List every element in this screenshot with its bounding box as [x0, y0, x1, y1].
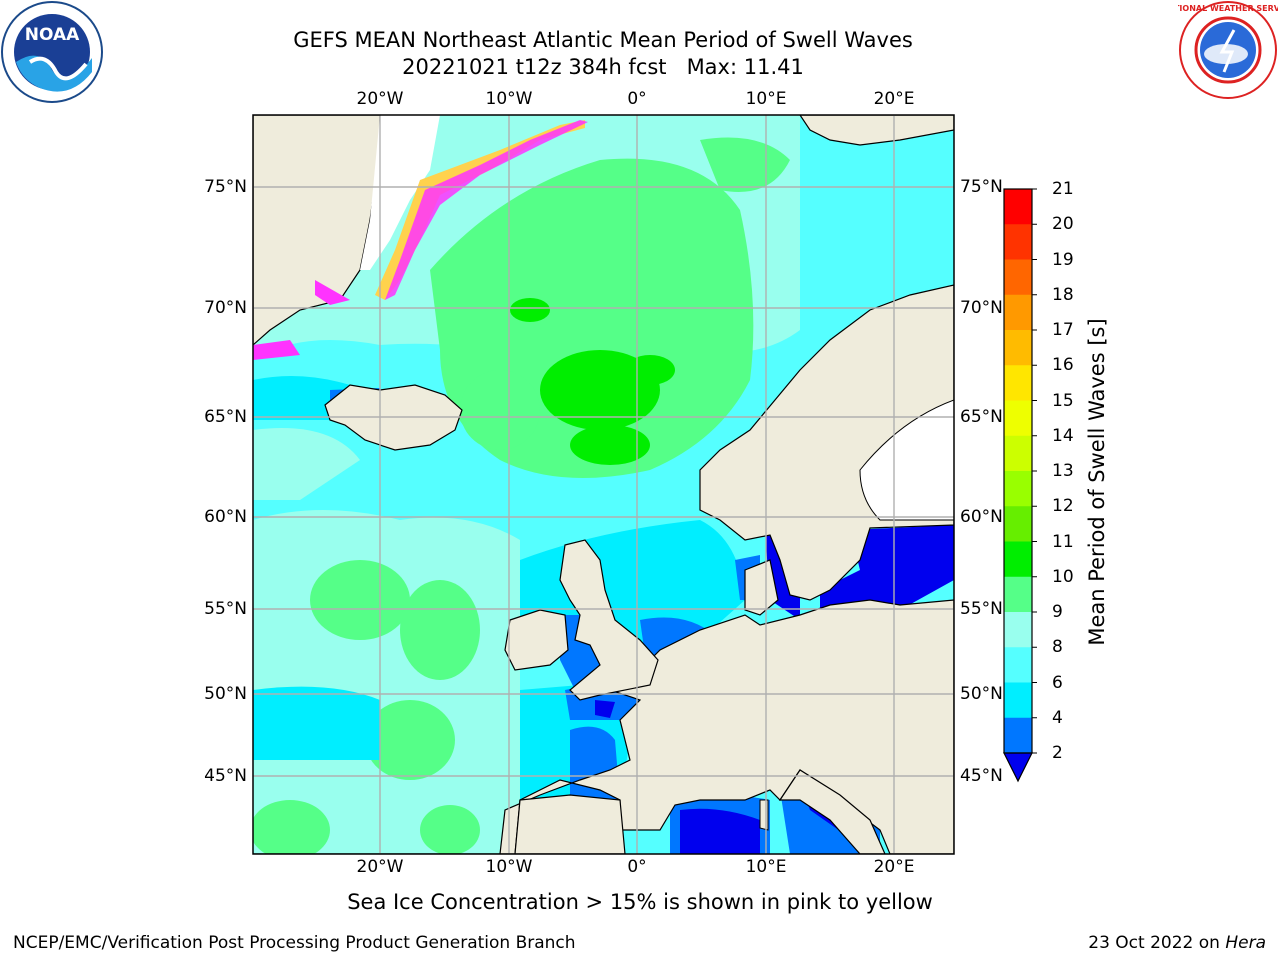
lat-tick-right: 60°N: [960, 507, 1003, 527]
colorbar-band: [1004, 541, 1032, 578]
colorbar-tick-label: 20: [1052, 214, 1074, 235]
colorbar-band: [1004, 612, 1032, 648]
colorbar-band: [1004, 576, 1032, 613]
lat-tick-left: 45°N: [204, 766, 247, 786]
colorbar-band: [1004, 435, 1032, 472]
chart-title-line2: 20221021 t12z 384h fcst Max: 11.41: [402, 55, 804, 79]
colorbar-tick-label: 6: [1052, 672, 1063, 693]
nws-logo-text: NATIONAL WEATHER SERVICE: [1178, 4, 1278, 13]
colorbar-tick-label: 17: [1052, 320, 1074, 340]
colorbar-band: [1004, 506, 1032, 542]
colorbar-tick-label: 8: [1052, 637, 1063, 658]
footer-credit: NCEP/EMC/Verification Post Processing Pr…: [13, 933, 576, 953]
lat-tick-left: 65°N: [204, 407, 247, 427]
colorbar-band: [1004, 647, 1032, 683]
colorbar-tick-label: 18: [1052, 284, 1074, 305]
colorbar-tick-label: 15: [1052, 390, 1074, 411]
lat-tick-right: 75°N: [960, 177, 1003, 197]
noaa-logo: NOAA: [1, 1, 103, 103]
colorbar-band: [1004, 294, 1032, 331]
footer-date: 23 Oct 2022 on Hera: [1088, 933, 1266, 953]
lat-tick-right: 45°N: [960, 766, 1003, 786]
lon-tick-bottom: 10°W: [485, 857, 533, 877]
footer-machine: Hera: [1225, 933, 1266, 953]
iberia-land: [514, 794, 626, 854]
lon-tick-bottom: 20°W: [356, 857, 404, 877]
lon-tick-top: 0°: [627, 89, 647, 109]
map-frame: [252, 114, 955, 855]
lat-tick-right: 50°N: [960, 684, 1003, 704]
colorbar-band: [1004, 224, 1032, 260]
nws-logo: NATIONAL WEATHER SERVICE: [1178, 1, 1278, 99]
italy-land: [778, 769, 886, 854]
colorbar-band: [1004, 682, 1032, 719]
colorbar-band: [1004, 189, 1032, 225]
colorbar-tick-label: 19: [1052, 249, 1074, 270]
colorbar-tick-label: 10: [1052, 566, 1074, 587]
corsica-land: [759, 799, 769, 831]
colorbar-tick-label: 2: [1052, 743, 1063, 763]
lon-tick-bottom: 10°E: [745, 857, 787, 877]
great-britain-land: [559, 539, 659, 701]
footer-date-text: 23 Oct 2022 on: [1088, 933, 1220, 953]
lon-tick-top: 20°E: [873, 89, 915, 109]
europe-land: [253, 599, 954, 854]
colorbar-tick-label: 21: [1052, 179, 1074, 199]
lat-tick-left: 70°N: [204, 298, 247, 318]
svalbard-land: [799, 115, 954, 146]
colorbar-tick-label: 16: [1052, 355, 1074, 376]
lon-tick-bottom: 0°: [627, 857, 647, 877]
scandinavia-land: [699, 284, 954, 601]
colorbar-label: Mean Period of Swell Waves [s]: [1085, 318, 1109, 646]
colorbar-extension: [1003, 752, 1033, 783]
colorbar-tick-label: 14: [1052, 425, 1074, 446]
ireland-land: [504, 609, 569, 671]
sea-ice-pink: [385, 120, 588, 300]
colorbar: [1003, 188, 1037, 783]
colorbar-tick-label: 12: [1052, 496, 1074, 517]
colorbar-band: [1004, 365, 1032, 401]
lat-tick-left: 55°N: [204, 599, 247, 619]
lon-tick-top: 10°W: [485, 89, 533, 109]
colorbar-tick-label: 11: [1052, 531, 1074, 552]
colorbar-band: [1004, 400, 1032, 437]
lon-tick-bottom: 20°E: [873, 857, 915, 877]
lon-tick-top: 10°E: [745, 89, 787, 109]
colorbar-band: [1004, 471, 1032, 507]
lat-tick-left: 50°N: [204, 684, 247, 704]
lat-tick-right: 65°N: [960, 407, 1003, 427]
swell-10to11s-field: [510, 298, 675, 465]
lon-tick-top: 20°W: [356, 89, 404, 109]
colorbar-band: [1004, 717, 1032, 754]
colorbar-tick-label: 13: [1052, 461, 1074, 481]
colorbar-band: [1004, 259, 1032, 296]
sea-ice-pink-sw: [253, 340, 300, 360]
lat-tick-right: 70°N: [960, 298, 1003, 318]
lat-tick-right: 55°N: [960, 599, 1003, 619]
lat-tick-left: 60°N: [204, 507, 247, 527]
graticule: [253, 115, 954, 854]
colorbar-tick-label: 4: [1052, 707, 1063, 728]
chart-title-line1: GEFS MEAN Northeast Atlantic Mean Period…: [293, 28, 913, 52]
colorbar-tick-label: 9: [1052, 602, 1063, 622]
sea-ice-pink-lower: [315, 280, 350, 305]
noaa-logo-text: NOAA: [25, 25, 80, 45]
colorbar-band: [1004, 330, 1032, 366]
lat-tick-left: 75°N: [204, 177, 247, 197]
sea-ice-note: Sea Ice Concentration > 15% is shown in …: [347, 890, 933, 914]
